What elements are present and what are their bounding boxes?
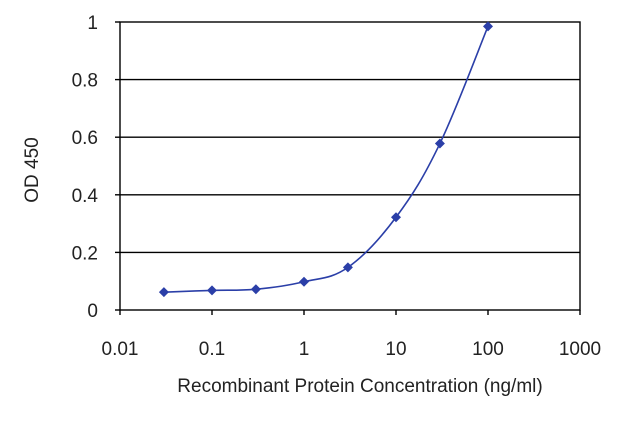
- y-tick-label-5: 1: [87, 13, 98, 34]
- data-point-5: [391, 212, 401, 223]
- data-point-6: [434, 138, 445, 149]
- y-axis-tick-labels: 0 0.2 0.4 0.6 0.8 1: [72, 13, 99, 322]
- series-layer: [158, 21, 493, 298]
- y-tick-label-1: 0.2: [72, 243, 98, 264]
- data-point-7: [483, 21, 493, 32]
- data-point-2: [250, 284, 261, 295]
- gridlines: [120, 78, 580, 254]
- axis-ticks: [115, 21, 581, 315]
- y-tick-label-3: 0.6: [72, 128, 98, 149]
- x-tick-label-0: 0.01: [102, 339, 139, 360]
- x-tick-label-4: 100: [472, 339, 504, 360]
- data-point-4: [342, 262, 353, 273]
- x-tick-label-1: 0.1: [199, 339, 225, 360]
- y-tick-label-4: 0.8: [72, 71, 98, 92]
- data-point-0: [158, 287, 169, 298]
- data-point-1: [207, 285, 217, 296]
- data-point-3: [299, 276, 309, 287]
- y-tick-label-2: 0.4: [72, 186, 99, 207]
- y-tick-label-0: 0: [87, 301, 98, 322]
- x-tick-label-2: 1: [299, 339, 310, 360]
- y-axis-label: OD 450: [22, 137, 43, 202]
- x-tick-label-3: 10: [385, 339, 406, 360]
- x-tick-label-5: 1000: [559, 339, 601, 360]
- plot-frame: [119, 21, 581, 311]
- x-axis-label: Recombinant Protein Concentration (ng/ml…: [177, 376, 542, 397]
- x-axis-tick-labels: 0.01 0.1 1 10 100 1000: [102, 339, 602, 360]
